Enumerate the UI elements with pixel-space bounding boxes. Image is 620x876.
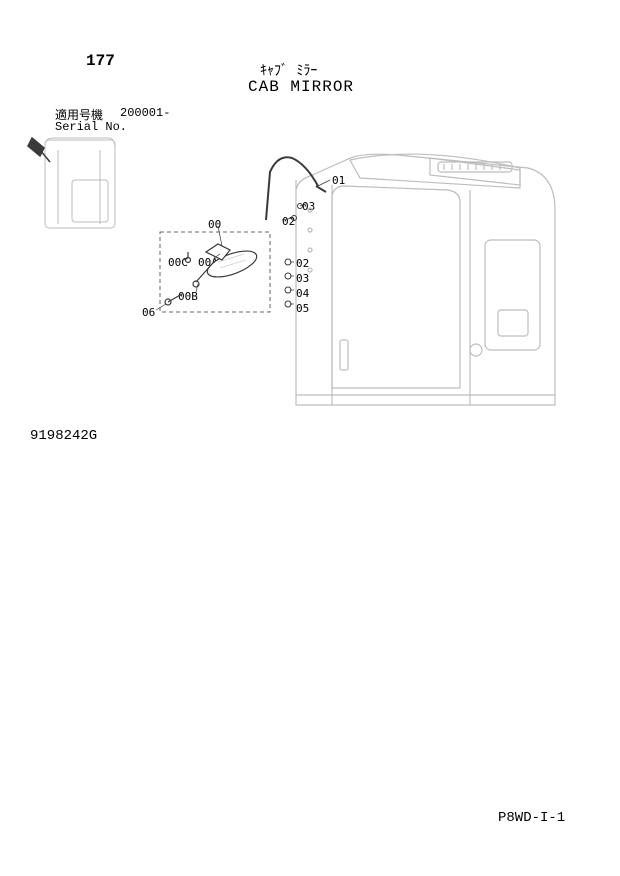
exploded-diagram — [0, 0, 620, 876]
